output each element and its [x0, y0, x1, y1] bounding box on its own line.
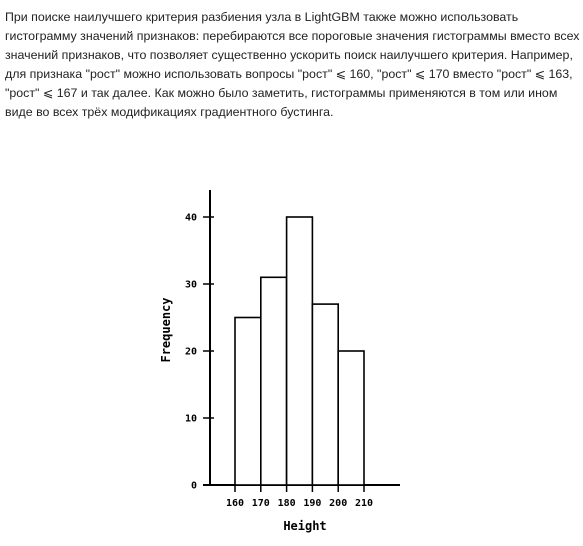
y-axis-label: Frequency: [159, 297, 173, 362]
histogram-bar-180-190: [285, 216, 314, 486]
y-tick-label-20: 20: [185, 347, 197, 358]
body-paragraph: При поиске наилучшего критерия разбиения…: [5, 8, 580, 122]
x-axis-label: Height: [283, 519, 326, 533]
y-tick-label-10: 10: [185, 414, 197, 425]
x-ticks: 160 170 180 190 200 210: [226, 485, 373, 509]
histogram-bar-170-180: [259, 276, 288, 486]
y-ticks: 0 10 20 30 40: [185, 213, 214, 492]
y-tick-label-0: 0: [191, 481, 197, 492]
y-tick-label-40: 40: [185, 213, 197, 224]
x-tick-label-190: 190: [303, 498, 321, 509]
x-tick-label-170: 170: [252, 498, 270, 509]
x-tick-label-160: 160: [226, 498, 244, 509]
x-tick-label-180: 180: [278, 498, 296, 509]
paragraph-text: При поиске наилучшего критерия разбиения…: [5, 10, 580, 119]
histogram-bar-190-200: [311, 303, 339, 486]
chart-bars: [234, 216, 365, 486]
x-tick-label-210: 210: [355, 498, 373, 509]
histogram-bar-160-170: [234, 316, 262, 486]
y-tick-label-30: 30: [185, 280, 197, 291]
x-tick-label-200: 200: [329, 498, 347, 509]
histogram-bar-200-210: [337, 350, 365, 486]
